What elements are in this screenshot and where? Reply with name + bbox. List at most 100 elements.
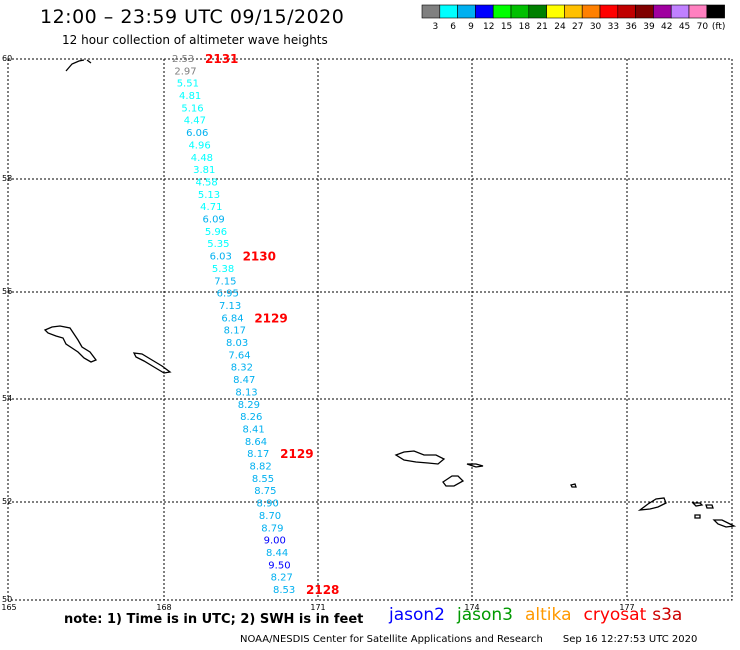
legend-swatch (599, 4, 619, 19)
legend-label: 21 (536, 22, 547, 32)
wave-height-value: 8.26 (240, 412, 262, 423)
wave-height-value: 6.95 (217, 289, 239, 300)
wave-height-value: 7.13 (219, 301, 241, 312)
wave-height-value: 8.70 (259, 511, 281, 522)
wave-height-value: 5.38 (212, 264, 234, 275)
wave-height-value: 3.81 (193, 165, 215, 176)
wave-height-value: 8.29 (238, 400, 260, 411)
legend-swatch (475, 4, 494, 19)
wave-height-value: 8.79 (261, 523, 283, 534)
legend-label: 45 (679, 22, 690, 32)
legend-label: 9 (468, 22, 474, 32)
generated-timestamp: Sep 16 12:27:53 UTC 2020 (562, 634, 698, 645)
wave-height-value: 5.96 (205, 227, 227, 238)
coastline-aleutian-island-6 (691, 502, 704, 507)
legend-label: 27 (572, 22, 583, 32)
coastline-aleutian-island-8 (712, 519, 737, 528)
wave-height-value: 8.17 (247, 449, 269, 460)
legend-swatch (457, 4, 476, 19)
coastline-aleutian-island-1 (394, 450, 446, 465)
legend-swatch (670, 4, 690, 19)
legend-label: 15 (501, 22, 512, 32)
satellite-altika: altika (525, 605, 572, 625)
longitude-label: 177 (619, 603, 634, 612)
legend-label: 18 (519, 22, 531, 32)
wave-height-value: 8.75 (254, 486, 276, 497)
wave-height-value: 5.13 (198, 190, 220, 201)
satellite-s3a: s3a (652, 605, 683, 625)
wave-height-value: 8.55 (252, 474, 274, 485)
legend-swatch (581, 4, 601, 19)
legend-label: 36 (625, 22, 637, 32)
wave-height-value: 8.82 (250, 462, 272, 473)
wave-height-value: 8.13 (235, 387, 257, 398)
coastline-aleutian-island-7 (705, 504, 714, 509)
legend-swatch (617, 4, 636, 19)
coastline-alaska-mainland (65, 59, 92, 72)
latitude-label: 54 (2, 394, 12, 403)
coastline-st-matthew-island (43, 325, 98, 363)
wave-height-value: 2.97 (174, 66, 196, 77)
map-frame (7, 58, 733, 601)
longitude-label: 174 (464, 603, 479, 612)
track-time-label: 2129 (280, 447, 313, 461)
satellite-jason3: jason3 (457, 605, 513, 625)
satellite-jason2: jason2 (389, 605, 445, 625)
legend-label: 24 (554, 22, 566, 32)
wave-height-value: 8.17 (224, 326, 246, 337)
wave-height-value: 4.48 (191, 153, 213, 164)
page-subtitle: 12 hour collection of altimeter wave hei… (62, 33, 328, 47)
legend-label: 70 (697, 22, 709, 32)
legend-swatch (421, 4, 441, 19)
coastline-aleutian-island-3 (442, 475, 465, 487)
track-time-label: 2128 (306, 583, 339, 597)
coastline-aleutian-island-4 (570, 483, 577, 488)
color-legend: 3 6 9 12 15 18 21 24 27 30 33 36 39 42 45 70 (ft) (421, 4, 726, 32)
wave-height-value: 8.64 (245, 437, 267, 448)
wave-height-value: 7.15 (214, 276, 236, 287)
legend-swatch (653, 4, 672, 19)
latitude-label: 52 (2, 497, 12, 506)
legend-swatch (492, 4, 512, 19)
wave-height-value: 8.03 (226, 338, 248, 349)
satellite-cryosat: cryosat (583, 605, 647, 625)
coastline-aleutian-island-5 (637, 497, 667, 511)
legend-label: 6 (450, 22, 456, 32)
track-time-label: 2131 (205, 52, 238, 66)
latitude-label: 56 (2, 287, 12, 296)
wave-height-value: 4.47 (184, 116, 206, 127)
satellite-legend: jason2 jason3 altika cryosat s3a (389, 605, 694, 625)
track-time-label: 2129 (254, 311, 287, 325)
wave-height-value: 5.35 (207, 239, 229, 250)
legend-swatch (564, 4, 583, 19)
page-title: 12:00 – 23:59 UTC 09/15/2020 (40, 6, 345, 28)
wave-height-value: 9.50 (268, 560, 290, 571)
wave-height-value: 9.00 (264, 536, 286, 547)
coastlines (43, 59, 737, 528)
legend-label: 12 (483, 22, 494, 32)
legend-swatch (706, 4, 725, 19)
latitude-label: 60 (2, 54, 12, 63)
legend-label: 42 (661, 22, 672, 32)
coastline-aleutian-island-9 (694, 514, 701, 519)
coastline-aleutian-island-2 (466, 463, 484, 468)
legend-swatch (528, 4, 547, 19)
legend-swatch (635, 4, 654, 19)
wave-height-value: 4.71 (200, 202, 222, 213)
legend-unit: (ft) (712, 22, 726, 32)
wave-height-value: 5.16 (181, 103, 203, 114)
altimeter-track: 2.532.97 5.514.815.16 4.476.064.96 4.483.81… (172, 52, 339, 597)
wave-height-value: 5.51 (177, 79, 199, 90)
wave-height-value: 2.53 (172, 54, 194, 65)
wave-height-value: 6.09 (203, 215, 225, 226)
track-time-label: 2130 (243, 250, 276, 264)
footer-note: note: 1) Time is in UTC; 2) SWH is in fe… (64, 612, 364, 627)
legend-label: 33 (608, 22, 619, 32)
wave-height-value: 4.96 (188, 140, 210, 151)
wave-height-value: 6.03 (210, 252, 232, 263)
wave-height-value: 4.58 (195, 177, 217, 188)
wave-height-value: 8.90 (257, 499, 279, 510)
longitude-label: 165 (1, 603, 16, 612)
legend-label: 39 (643, 22, 655, 32)
